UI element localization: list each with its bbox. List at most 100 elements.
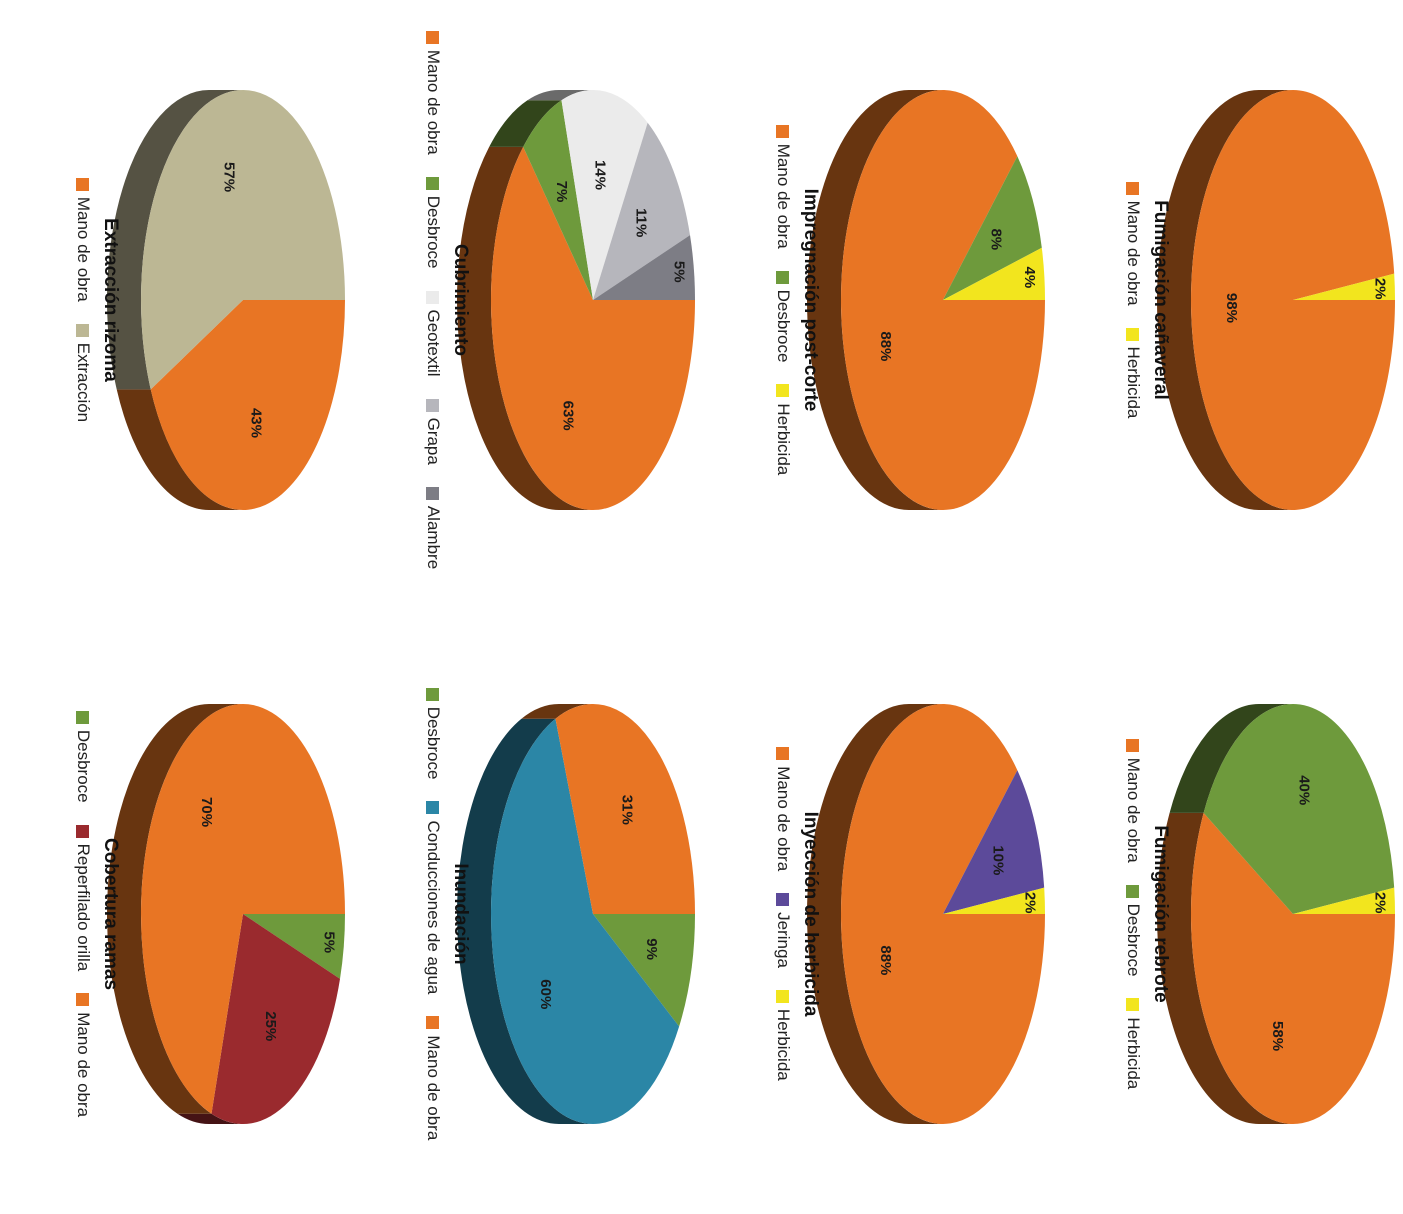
pie-slice — [150, 300, 345, 510]
legend-swatch — [426, 801, 440, 815]
legend-label: Mano de obra — [74, 196, 93, 302]
legend-label: Geotextil — [424, 309, 443, 377]
pie-value-label: 58% — [1269, 1021, 1286, 1051]
chart-legend: Mano de obra Desbroce Geotextil Grapa Al… — [423, 0, 443, 600]
legend-item: Mano de obra — [773, 124, 793, 249]
pie-slice-side — [1157, 90, 1293, 510]
legend-swatch — [426, 486, 440, 500]
legend-item: Jeringa — [773, 893, 793, 968]
legend-item: Grapa — [423, 398, 443, 465]
pie-slice — [491, 718, 680, 1124]
chart-panel-fumigacion-rebrote: 58% 40% 2% Fumigación rebrote Mano de obra… — [1053, 614, 1403, 1214]
pie-slice-side — [521, 704, 593, 719]
chart-legend: Mano de obra Extracción — [73, 0, 93, 600]
legend-swatch — [76, 323, 90, 337]
pie-slice-side — [457, 718, 593, 1124]
legend-swatch — [776, 270, 790, 284]
pie-value-label: 31% — [618, 795, 635, 825]
legend-item: Herbicida — [773, 384, 793, 475]
pie-slice-side — [1169, 704, 1293, 813]
pie-value-label: 43% — [247, 408, 264, 438]
legend-label: Mano de obra — [774, 766, 793, 872]
chart-panel-extraccion-rizoma: 43% 57% Extracción rizoma Mano de obra Ex… — [3, 0, 353, 600]
legend-item: Desbroce — [423, 176, 443, 269]
legend-item: Reperfilado orilla — [73, 824, 93, 972]
legend-swatch — [776, 989, 790, 1003]
pie-slice-side — [116, 389, 243, 510]
pie-value-label: 5% — [321, 931, 338, 953]
chart-legend: Mano de obra Desbroce Herbicida — [773, 0, 793, 600]
pie-extraccion-rizoma: 43% 57% — [107, 90, 345, 510]
legend-label: Jeringa — [774, 912, 793, 968]
pie-value-label: 40% — [1295, 775, 1312, 805]
legend-item: Mano de obra — [423, 1016, 443, 1140]
legend-swatch — [1126, 738, 1140, 752]
pie-slice-side — [107, 90, 243, 390]
chart-title: Cubrimiento — [450, 244, 471, 356]
legend-label: Desbroce — [424, 195, 443, 269]
pie-value-label: 7% — [553, 181, 570, 203]
pie-value-label: 60% — [537, 979, 554, 1009]
chart-title: Inundación — [450, 863, 471, 965]
chart-panel-inundacion: 9% 60% 31% Inundación Desbroce Conduccione… — [353, 614, 703, 1214]
pie-value-label: 8% — [988, 228, 1005, 250]
legend-label: Mano de obra — [424, 49, 443, 155]
legend-item: Mano de obra — [1123, 738, 1143, 863]
legend-label: Mano de obra — [424, 1035, 443, 1141]
pie-slice — [1191, 812, 1395, 1124]
chart-panel-fumigacion-canaveral: 98% 2% Fumigación cañaveral Mano de obra … — [1053, 0, 1403, 600]
pie-slice — [593, 914, 695, 1027]
legend-label: Mano de obra — [774, 143, 793, 249]
legend-label: Desbroce — [424, 706, 443, 780]
pie-impregnacion-post-corte: 88% 8% 4% — [807, 90, 1045, 510]
chart-legend: Desbroce Reperfilado orilla Mano de obra — [73, 614, 93, 1214]
pie-value-label: 11% — [632, 208, 649, 237]
pie-slice — [1293, 273, 1395, 300]
legend-swatch — [426, 398, 440, 412]
legend-label: Reperfilado orilla — [74, 843, 93, 972]
legend-label: Desbroce — [774, 289, 793, 363]
legend-swatch — [426, 290, 440, 304]
legend-item: Mano de obra — [773, 747, 793, 871]
pie-value-label: 70% — [198, 797, 215, 827]
legend-swatch — [76, 177, 90, 191]
legend-swatch — [76, 824, 90, 838]
pie-slice-side — [527, 90, 593, 101]
legend-label: Desbroce — [1124, 903, 1143, 977]
legend-item: Mano de obra — [423, 30, 443, 155]
pie-value-label: 14% — [592, 160, 609, 190]
pie-slice-side — [807, 90, 943, 510]
pie-value-label: 2% — [1372, 278, 1389, 300]
chart-title: Fumigación cañaveral — [1150, 200, 1171, 400]
pie-slice — [841, 90, 1045, 510]
pie-value-label: 63% — [560, 401, 577, 431]
legend-swatch — [1126, 327, 1140, 341]
legend-item: Extracción — [73, 323, 93, 422]
legend-swatch — [76, 710, 90, 724]
pie-slice-side — [489, 100, 562, 147]
legend-label: Mano de obra — [1124, 200, 1143, 306]
chart-legend: Mano de obra Desbroce Herbicida — [1123, 614, 1143, 1214]
pie-value-label: 2% — [1022, 892, 1039, 914]
pie-slice — [943, 156, 1042, 300]
legend-item: Geotextil — [423, 290, 443, 377]
chart-title: Fumigación rebrote — [1150, 825, 1171, 1003]
pie-value-label: 5% — [671, 261, 688, 283]
chart-panel-impregnacion-post-corte: 88% 8% 4% Impregnación post-corte Mano de … — [703, 0, 1053, 600]
pie-slice — [593, 122, 691, 300]
legend-item: Mano de obra — [1123, 181, 1143, 306]
pie-slice-side — [177, 1113, 243, 1124]
pie-slice — [841, 704, 1045, 1124]
pie-slice — [943, 247, 1045, 300]
pie-value-label: 4% — [1021, 267, 1038, 289]
chart-legend: Desbroce Conducciones de agua Mano de ob… — [423, 614, 443, 1214]
legend-swatch — [776, 384, 790, 398]
chart-legend: Mano de obra Herbicida — [1123, 0, 1143, 600]
pie-fumigacion-canaveral: 98% 2% — [1157, 90, 1395, 510]
pie-slice — [211, 914, 341, 1124]
pie-slice — [523, 100, 593, 300]
legend-item: Desbroce — [1123, 884, 1143, 977]
pie-cobertura-ramas: 5% 25% 70% — [107, 704, 345, 1124]
chart-panel-cobertura-ramas: 5% 25% 70% Cobertura ramas Desbroce Reperf… — [3, 614, 353, 1214]
